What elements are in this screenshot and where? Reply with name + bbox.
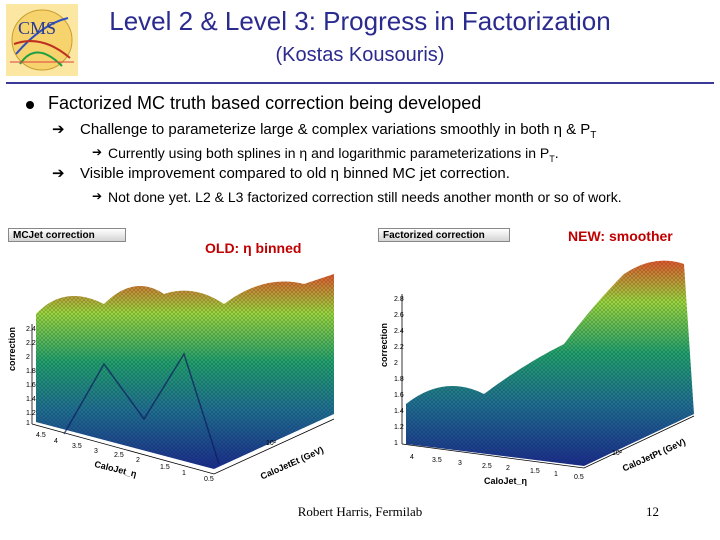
left-z-tick: 1.6 xyxy=(26,382,36,389)
right-z-tick: 2.6 xyxy=(394,312,404,319)
slide-title: Level 2 & Level 3: Progress in Factoriza… xyxy=(109,6,611,36)
left-eta-tick: 3 xyxy=(94,448,98,455)
arrow-right-icon: ➔ xyxy=(92,189,103,203)
bullet-sub1-subscript: T xyxy=(590,130,597,141)
footer-author: Robert Harris, Fermilab xyxy=(297,504,423,519)
left-panel-label: MCJet correction xyxy=(8,228,126,242)
left-eta-tick: 1.5 xyxy=(160,464,170,471)
right-z-tick: 1 xyxy=(394,440,398,447)
bullet-sub1-detail-end: . xyxy=(554,145,559,161)
right-eta-tick: 1.5 xyxy=(530,468,540,475)
logo-text: CMS xyxy=(18,18,56,38)
right-z-tick: 2.2 xyxy=(394,344,404,351)
bullet-dot-icon xyxy=(26,101,34,109)
right-plot-tag: NEW: smoother xyxy=(568,228,673,244)
left-eta-tick: 3.5 xyxy=(72,443,82,450)
right-panel-label: Factorized correction xyxy=(378,228,510,242)
left-z-tick: 1.2 xyxy=(26,410,36,417)
right-z-tick: 2.8 xyxy=(394,296,404,303)
right-eta-tick: 2.5 xyxy=(482,463,492,470)
slide-subtitle: (Kostas Kousouris) xyxy=(275,44,445,66)
bullet-sub1-text: Challenge to parameterize large & comple… xyxy=(80,121,591,138)
right-z-tick: 1.4 xyxy=(394,408,404,415)
left-z-tick: 2.4 xyxy=(26,326,36,333)
left-z-tick: 2 xyxy=(26,354,30,361)
left-z-tick: 1 xyxy=(26,420,30,427)
left-surface-plot: correction 2.4 2.2 2 1.8 1.6 1.4 1.2 1 4… xyxy=(4,244,350,494)
right-z-tick: 1.2 xyxy=(394,424,404,431)
bullet-main: Factorized MC truth based correction bei… xyxy=(48,93,482,113)
left-eta-tick: 4.5 xyxy=(36,432,46,439)
left-eta-tick: 2.5 xyxy=(114,452,124,459)
right-pt-tick: 10² xyxy=(612,450,623,457)
right-surface-plot: correction 2.8 2.6 2.4 2.2 2 1.8 1.6 1.4… xyxy=(374,244,714,494)
right-z-tick: 2 xyxy=(394,360,398,367)
right-eta-tick: 3.5 xyxy=(432,457,442,464)
cms-logo: CMS xyxy=(6,4,78,76)
left-eta-tick: 2 xyxy=(136,457,140,464)
left-eta-tick: 0.5 xyxy=(204,476,214,483)
bullet-sub1-detail: Currently using both splines in η and lo… xyxy=(108,145,559,164)
right-eta-tick: 1 xyxy=(554,471,558,478)
bullet-sub2-detail: Not done yet. L2 & L3 factorized correct… xyxy=(108,189,622,205)
left-z-tick: 1.8 xyxy=(26,368,36,375)
left-z-tick: 2.2 xyxy=(26,340,36,347)
arrow-right-icon: ➔ xyxy=(52,165,65,182)
left-plot-tag: OLD: η binned xyxy=(205,240,302,256)
right-eta-tick: 0.5 xyxy=(574,474,584,481)
arrow-right-icon: ➔ xyxy=(52,121,65,138)
arrow-right-icon: ➔ xyxy=(92,145,103,159)
bullet-sub2: Visible improvement compared to old η bi… xyxy=(80,165,510,182)
right-z-tick: 1.8 xyxy=(394,376,404,383)
left-z-tick: 1.4 xyxy=(26,396,36,403)
right-eta-tick: 2 xyxy=(506,465,510,472)
right-z-tick: 2.4 xyxy=(394,328,404,335)
bullet-sub1: Challenge to parameterize large & comple… xyxy=(80,121,596,141)
title-divider xyxy=(6,82,714,84)
bullet-sub1-detail-subscript: T xyxy=(549,153,555,164)
left-eta-tick: 1 xyxy=(182,470,186,477)
bullet-sub1-detail-text: Currently using both splines in η and lo… xyxy=(108,145,550,161)
right-eta-tick: 3 xyxy=(458,460,462,467)
right-z-tick: 1.6 xyxy=(394,392,404,399)
left-eta-tick: 4 xyxy=(54,438,58,445)
left-z-axis-title: correction xyxy=(7,326,18,372)
left-pt-tick: 10² xyxy=(266,440,277,447)
page-number: 12 xyxy=(646,504,659,519)
right-eta-tick: 4 xyxy=(410,454,414,461)
right-eta-axis-title: CaloJet_η xyxy=(484,476,528,486)
right-z-axis-title: correction xyxy=(379,322,390,368)
